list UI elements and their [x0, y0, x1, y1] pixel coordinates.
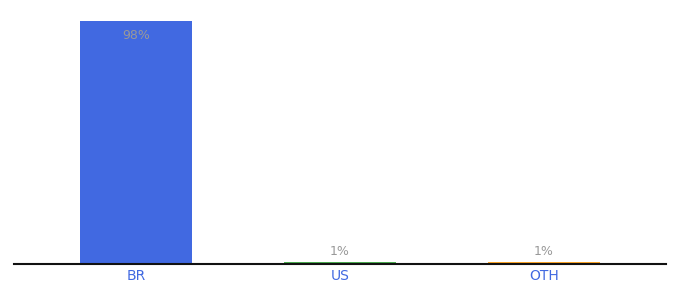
Text: 1%: 1% — [534, 245, 554, 258]
Text: 1%: 1% — [330, 245, 350, 258]
Bar — [488, 262, 600, 264]
Text: 98%: 98% — [122, 29, 150, 42]
Bar — [284, 262, 396, 264]
Bar — [80, 21, 192, 264]
